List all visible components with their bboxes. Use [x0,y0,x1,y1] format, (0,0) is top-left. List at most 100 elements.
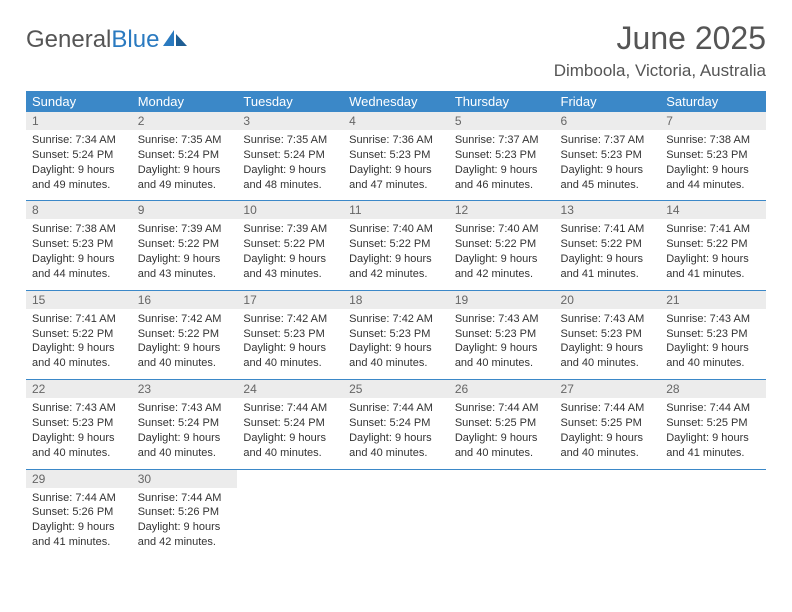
daylight-text: Daylight: 9 hours and 40 minutes. [349,431,443,461]
sunrise-text: Sunrise: 7:39 AM [138,222,232,237]
day-number: 13 [555,201,661,219]
sunset-text: Sunset: 5:26 PM [32,505,126,520]
sunrise-text: Sunrise: 7:44 AM [349,401,443,416]
col-monday: Monday [132,91,238,112]
day-detail: Sunrise: 7:43 AMSunset: 5:23 PMDaylight:… [555,309,661,379]
sunrise-text: Sunrise: 7:35 AM [243,133,337,148]
sunrise-text: Sunrise: 7:43 AM [666,312,760,327]
day-number: 28 [660,380,766,398]
sunset-text: Sunset: 5:23 PM [666,327,760,342]
sunset-text: Sunset: 5:23 PM [666,148,760,163]
sunrise-text: Sunrise: 7:43 AM [561,312,655,327]
sunset-text: Sunset: 5:26 PM [138,505,232,520]
calendar-week-row: 1Sunrise: 7:34 AMSunset: 5:24 PMDaylight… [26,112,766,201]
calendar-day-cell: 8Sunrise: 7:38 AMSunset: 5:23 PMDaylight… [26,201,132,290]
day-detail: Sunrise: 7:44 AMSunset: 5:25 PMDaylight:… [555,398,661,468]
calendar-day-cell: 4Sunrise: 7:36 AMSunset: 5:23 PMDaylight… [343,112,449,201]
calendar-day-cell: 23Sunrise: 7:43 AMSunset: 5:24 PMDayligh… [132,380,238,469]
day-number: 11 [343,201,449,219]
day-number: 6 [555,112,661,130]
col-wednesday: Wednesday [343,91,449,112]
day-detail: Sunrise: 7:36 AMSunset: 5:23 PMDaylight:… [343,130,449,200]
daylight-text: Daylight: 9 hours and 40 minutes. [561,431,655,461]
daylight-text: Daylight: 9 hours and 41 minutes. [32,520,126,550]
sunset-text: Sunset: 5:24 PM [138,416,232,431]
calendar-day-cell: 9Sunrise: 7:39 AMSunset: 5:22 PMDaylight… [132,201,238,290]
calendar-day-cell: 1Sunrise: 7:34 AMSunset: 5:24 PMDaylight… [26,112,132,201]
day-number: 27 [555,380,661,398]
day-number: 2 [132,112,238,130]
sunrise-text: Sunrise: 7:37 AM [561,133,655,148]
day-number: 4 [343,112,449,130]
sunset-text: Sunset: 5:22 PM [561,237,655,252]
day-detail: Sunrise: 7:43 AMSunset: 5:23 PMDaylight:… [660,309,766,379]
daylight-text: Daylight: 9 hours and 40 minutes. [455,431,549,461]
sunrise-text: Sunrise: 7:37 AM [455,133,549,148]
daylight-text: Daylight: 9 hours and 41 minutes. [666,431,760,461]
calendar-day-cell: 25Sunrise: 7:44 AMSunset: 5:24 PMDayligh… [343,380,449,469]
day-detail: Sunrise: 7:44 AMSunset: 5:24 PMDaylight:… [237,398,343,468]
day-detail: Sunrise: 7:39 AMSunset: 5:22 PMDaylight:… [237,219,343,289]
sunset-text: Sunset: 5:22 PM [138,237,232,252]
logo: GeneralBlue [26,26,189,54]
sunset-text: Sunset: 5:24 PM [138,148,232,163]
calendar-day-cell: 22Sunrise: 7:43 AMSunset: 5:23 PMDayligh… [26,380,132,469]
day-number: 15 [26,291,132,309]
day-detail: Sunrise: 7:42 AMSunset: 5:23 PMDaylight:… [343,309,449,379]
col-sunday: Sunday [26,91,132,112]
day-number: 26 [449,380,555,398]
sunset-text: Sunset: 5:23 PM [349,148,443,163]
logo-word1: General [26,26,111,54]
sunrise-text: Sunrise: 7:44 AM [666,401,760,416]
sunset-text: Sunset: 5:25 PM [455,416,549,431]
sunset-text: Sunset: 5:24 PM [243,148,337,163]
calendar-day-cell: 6Sunrise: 7:37 AMSunset: 5:23 PMDaylight… [555,112,661,201]
sunrise-text: Sunrise: 7:42 AM [138,312,232,327]
col-friday: Friday [555,91,661,112]
day-detail: Sunrise: 7:34 AMSunset: 5:24 PMDaylight:… [26,130,132,200]
calendar-day-cell: 27Sunrise: 7:44 AMSunset: 5:25 PMDayligh… [555,380,661,469]
day-number: 24 [237,380,343,398]
page-title: June 2025 [554,20,766,57]
day-number: 21 [660,291,766,309]
calendar-week-row: 15Sunrise: 7:41 AMSunset: 5:22 PMDayligh… [26,290,766,379]
sunset-text: Sunset: 5:23 PM [561,327,655,342]
calendar-week-row: 29Sunrise: 7:44 AMSunset: 5:26 PMDayligh… [26,469,766,558]
daylight-text: Daylight: 9 hours and 43 minutes. [138,252,232,282]
calendar-day-cell: 7Sunrise: 7:38 AMSunset: 5:23 PMDaylight… [660,112,766,201]
daylight-text: Daylight: 9 hours and 48 minutes. [243,163,337,193]
daylight-text: Daylight: 9 hours and 40 minutes. [561,341,655,371]
daylight-text: Daylight: 9 hours and 42 minutes. [349,252,443,282]
day-detail: Sunrise: 7:42 AMSunset: 5:22 PMDaylight:… [132,309,238,379]
daylight-text: Daylight: 9 hours and 40 minutes. [243,431,337,461]
day-detail: Sunrise: 7:44 AMSunset: 5:26 PMDaylight:… [26,488,132,558]
calendar-week-row: 8Sunrise: 7:38 AMSunset: 5:23 PMDaylight… [26,201,766,290]
day-detail: Sunrise: 7:44 AMSunset: 5:24 PMDaylight:… [343,398,449,468]
day-detail: Sunrise: 7:40 AMSunset: 5:22 PMDaylight:… [449,219,555,289]
day-detail: Sunrise: 7:44 AMSunset: 5:25 PMDaylight:… [660,398,766,468]
sunset-text: Sunset: 5:23 PM [243,327,337,342]
daylight-text: Daylight: 9 hours and 44 minutes. [666,163,760,193]
sunset-text: Sunset: 5:23 PM [32,237,126,252]
col-saturday: Saturday [660,91,766,112]
calendar-day-cell: 21Sunrise: 7:43 AMSunset: 5:23 PMDayligh… [660,290,766,379]
sunset-text: Sunset: 5:22 PM [666,237,760,252]
day-number: 14 [660,201,766,219]
sunset-text: Sunset: 5:22 PM [138,327,232,342]
daylight-text: Daylight: 9 hours and 40 minutes. [138,341,232,371]
sunrise-text: Sunrise: 7:43 AM [138,401,232,416]
calendar-day-cell: 20Sunrise: 7:43 AMSunset: 5:23 PMDayligh… [555,290,661,379]
calendar-day-cell: 17Sunrise: 7:42 AMSunset: 5:23 PMDayligh… [237,290,343,379]
day-detail: Sunrise: 7:43 AMSunset: 5:24 PMDaylight:… [132,398,238,468]
calendar-day-cell: 12Sunrise: 7:40 AMSunset: 5:22 PMDayligh… [449,201,555,290]
day-number: 18 [343,291,449,309]
daylight-text: Daylight: 9 hours and 44 minutes. [32,252,126,282]
day-number: 23 [132,380,238,398]
day-number: 10 [237,201,343,219]
calendar-day-cell [660,469,766,558]
logo-sail-icon [163,28,189,48]
sunset-text: Sunset: 5:25 PM [561,416,655,431]
calendar-day-cell: 30Sunrise: 7:44 AMSunset: 5:26 PMDayligh… [132,469,238,558]
sunrise-text: Sunrise: 7:38 AM [32,222,126,237]
day-detail: Sunrise: 7:42 AMSunset: 5:23 PMDaylight:… [237,309,343,379]
